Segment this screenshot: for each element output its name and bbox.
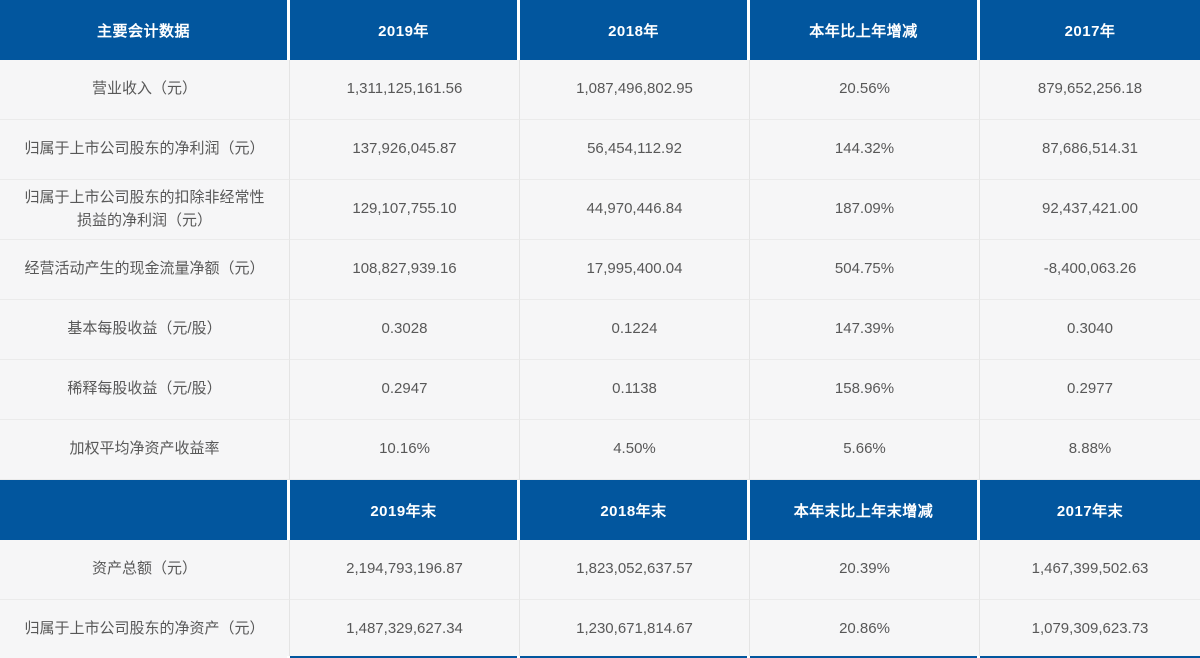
row-label: 资产总额（元） — [0, 540, 290, 600]
header-2019-end: 2019年末 — [290, 480, 520, 540]
table-row-net-assets: 归属于上市公司股东的净资产（元） 1,487,329,627.34 1,230,… — [0, 600, 1200, 658]
cell-2017: 0.3040 — [980, 300, 1200, 360]
cell-change: 20.56% — [750, 60, 980, 120]
row-label: 基本每股收益（元/股） — [0, 300, 290, 360]
next-header-segment — [520, 656, 750, 658]
next-header-segment — [980, 656, 1200, 658]
cell-2019: 137,926,045.87 — [290, 120, 520, 180]
header-2018-end: 2018年末 — [520, 480, 750, 540]
cell-2017: -8,400,063.26 — [980, 240, 1200, 300]
table-row-basic-eps: 基本每股收益（元/股） 0.3028 0.1224 147.39% 0.3040 — [0, 300, 1200, 360]
cell-2017: 0.2977 — [980, 360, 1200, 420]
cell-2018: 44,970,446.84 — [520, 180, 750, 240]
table-row-revenue: 营业收入（元） 1,311,125,161.56 1,087,496,802.9… — [0, 60, 1200, 120]
cell-2019: 108,827,939.16 — [290, 240, 520, 300]
table-row-net-profit-excl-nonrecurring: 归属于上市公司股东的扣除非经常性损益的净利润（元） 129,107,755.10… — [0, 180, 1200, 240]
cell-change: 158.96% — [750, 360, 980, 420]
year-end-header-row: 2019年末 2018年末 本年末比上年末增减 2017年末 — [0, 480, 1200, 540]
cell-2017: 879,652,256.18 — [980, 60, 1200, 120]
cell-2018: 4.50% — [520, 420, 750, 480]
row-label: 稀释每股收益（元/股） — [0, 360, 290, 420]
table-row-diluted-eps: 稀释每股收益（元/股） 0.2947 0.1138 158.96% 0.2977 — [0, 360, 1200, 420]
table-row-net-profit: 归属于上市公司股东的净利润（元） 137,926,045.87 56,454,1… — [0, 120, 1200, 180]
cell-2018: 17,995,400.04 — [520, 240, 750, 300]
cell-change: 20.86% — [750, 600, 980, 658]
header-2017: 2017年 — [980, 0, 1200, 60]
cell-2019: 0.3028 — [290, 300, 520, 360]
header-2019: 2019年 — [290, 0, 520, 60]
cell-2018: 0.1138 — [520, 360, 750, 420]
row-label: 归属于上市公司股东的扣除非经常性损益的净利润（元） — [0, 180, 290, 240]
cell-change: 144.32% — [750, 120, 980, 180]
table-row-operating-cash-flow: 经营活动产生的现金流量净额（元） 108,827,939.16 17,995,4… — [0, 240, 1200, 300]
next-header-segment — [290, 656, 520, 658]
cell-2018-end: 1,230,671,814.67 — [520, 600, 750, 658]
header-main-accounting-data: 主要会计数据 — [0, 0, 290, 60]
row-label: 经营活动产生的现金流量净额（元） — [0, 240, 290, 300]
table-row-total-assets: 资产总额（元） 2,194,793,196.87 1,823,052,637.5… — [0, 540, 1200, 600]
cell-2019: 1,311,125,161.56 — [290, 60, 520, 120]
cell-change: 504.75% — [750, 240, 980, 300]
annual-header-row: 主要会计数据 2019年 2018年 本年比上年增减 2017年 — [0, 0, 1200, 60]
table-row-weighted-avg-roe: 加权平均净资产收益率 10.16% 4.50% 5.66% 8.88% — [0, 420, 1200, 480]
cell-change: 20.39% — [750, 540, 980, 600]
header-2018: 2018年 — [520, 0, 750, 60]
row-label: 加权平均净资产收益率 — [0, 420, 290, 480]
header-empty — [0, 480, 290, 540]
header-2017-end: 2017年末 — [980, 480, 1200, 540]
cell-2017-end: 1,467,399,502.63 — [980, 540, 1200, 600]
cell-2019: 129,107,755.10 — [290, 180, 520, 240]
cell-2017: 87,686,514.31 — [980, 120, 1200, 180]
row-label: 归属于上市公司股东的净利润（元） — [0, 120, 290, 180]
cell-change: 5.66% — [750, 420, 980, 480]
next-header-segment — [750, 656, 980, 658]
row-label: 归属于上市公司股东的净资产（元） — [0, 600, 290, 658]
header-year-end-change: 本年末比上年末增减 — [750, 480, 980, 540]
cell-2018: 1,087,496,802.95 — [520, 60, 750, 120]
cell-2019-end: 2,194,793,196.87 — [290, 540, 520, 600]
row-label: 营业收入（元） — [0, 60, 290, 120]
cell-2018: 56,454,112.92 — [520, 120, 750, 180]
cell-2019-end: 1,487,329,627.34 — [290, 600, 520, 658]
header-yoy-change: 本年比上年增减 — [750, 0, 980, 60]
cell-2017-end: 1,079,309,623.73 — [980, 600, 1200, 658]
cell-change: 187.09% — [750, 180, 980, 240]
next-header-top-edge — [0, 656, 1200, 658]
cell-2019: 10.16% — [290, 420, 520, 480]
cell-2019: 0.2947 — [290, 360, 520, 420]
cell-change: 147.39% — [750, 300, 980, 360]
cell-2018-end: 1,823,052,637.57 — [520, 540, 750, 600]
cell-2017: 92,437,421.00 — [980, 180, 1200, 240]
next-header-segment — [0, 656, 290, 658]
cell-2017: 8.88% — [980, 420, 1200, 480]
cell-2018: 0.1224 — [520, 300, 750, 360]
